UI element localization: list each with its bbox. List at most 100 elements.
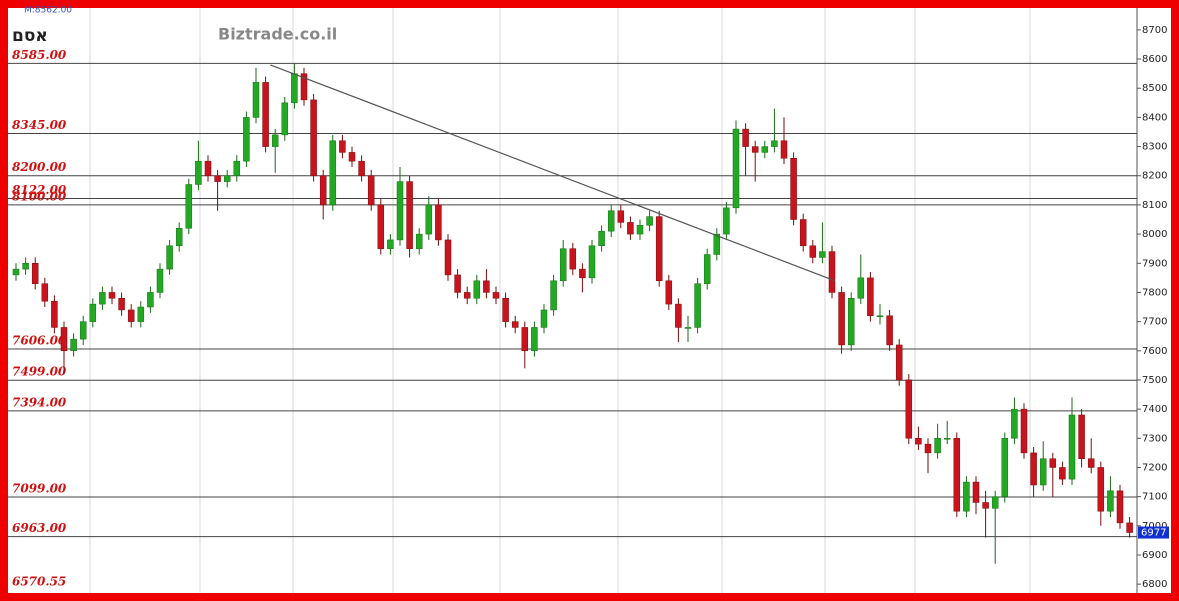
candle-body: [790, 157, 797, 220]
y-tick-label: 8300: [1142, 142, 1167, 153]
candle-body: [809, 245, 817, 258]
candle-body: [579, 268, 586, 279]
candle-body: [684, 327, 692, 329]
y-tick-label: 6900: [1142, 550, 1167, 561]
candle-body: [857, 277, 865, 299]
y-tick-label: 8000: [1142, 229, 1167, 240]
candle-body: [243, 117, 250, 162]
candle-body: [281, 102, 289, 136]
candle-body: [252, 82, 260, 118]
candle-body: [339, 140, 346, 153]
candle-body: [387, 239, 394, 249]
candle-body: [41, 283, 49, 302]
candle-body: [723, 207, 730, 235]
candle-body: [483, 280, 490, 293]
candle-body: [982, 502, 989, 509]
candle-body: [799, 219, 807, 247]
level-label: 8100.00: [12, 189, 67, 203]
y-tick-label: 7100: [1142, 492, 1167, 503]
trendline: [270, 64, 836, 282]
last-price-label: 6977: [1141, 528, 1166, 539]
candle-body: [828, 251, 836, 293]
candle-body: [876, 315, 884, 318]
candle-body: [627, 222, 634, 235]
candle-body: [646, 216, 653, 226]
level-label: 8200.00: [12, 160, 67, 174]
candle-body: [425, 204, 433, 235]
candle-body: [915, 438, 922, 445]
candle-body: [924, 443, 932, 454]
candle-body: [617, 210, 625, 223]
candle-body: [540, 309, 548, 328]
y-tick-label: 7700: [1142, 317, 1167, 328]
y-tick-label: 8400: [1142, 112, 1167, 123]
candle-body: [358, 160, 365, 176]
candle-body: [607, 210, 615, 232]
candle-body: [22, 263, 29, 270]
candle-body: [703, 254, 711, 284]
level-label: 8122.00: [12, 183, 67, 197]
candle-body: [127, 309, 135, 322]
candle-body: [310, 99, 317, 176]
candle-body: [1126, 522, 1133, 533]
candle-body: [291, 73, 298, 104]
candle-body: [348, 152, 356, 162]
candle-body: [175, 228, 183, 247]
y-tick-label: 8700: [1142, 25, 1167, 36]
y-tick-label: 7200: [1142, 462, 1167, 473]
candle-body: [761, 146, 769, 153]
candle-body: [415, 233, 423, 249]
candle-body: [742, 128, 749, 147]
candle-body: [271, 134, 279, 147]
y-tick-label: 7600: [1142, 346, 1167, 357]
candle-body: [521, 327, 529, 352]
candle-body: [195, 160, 202, 185]
candle-body: [319, 175, 327, 206]
y-tick-label: 6800: [1142, 579, 1167, 590]
level-label: 8585.00: [12, 48, 67, 62]
header-note: M:8562.00: [24, 6, 72, 16]
candle-body: [511, 321, 519, 328]
candle-body: [1078, 414, 1085, 459]
candle-body: [1011, 408, 1018, 439]
candle-body: [569, 248, 577, 270]
level-label: 8345.00: [12, 118, 67, 132]
candle-body: [156, 268, 164, 293]
candle-body: [1087, 458, 1095, 468]
candle-body: [732, 128, 740, 209]
y-tick-label: 7800: [1142, 287, 1167, 298]
y-tick-label: 8200: [1142, 171, 1167, 182]
candle-body: [867, 277, 874, 317]
candle-body: [1097, 467, 1105, 512]
level-label: 7606.00: [12, 334, 67, 348]
low-label: 6570.55: [12, 575, 66, 589]
y-tick-label: 8600: [1142, 54, 1167, 65]
candle-body: [1039, 458, 1047, 486]
candle-body: [1020, 408, 1028, 454]
y-tick-label: 8500: [1142, 83, 1167, 94]
candle-body: [905, 379, 913, 439]
candle-body: [12, 268, 20, 276]
level-label: 7394.00: [12, 395, 67, 409]
candle-body: [185, 184, 193, 229]
candle-body: [137, 306, 145, 322]
candle-body: [367, 175, 375, 206]
candle-body: [665, 280, 673, 305]
candle-body: [675, 303, 682, 328]
candle-body: [300, 73, 308, 101]
candle-body: [377, 204, 385, 249]
candle-body: [531, 327, 538, 352]
candle-body: [262, 82, 269, 147]
candle-body: [166, 245, 173, 270]
candle-body: [435, 204, 442, 241]
candle-body: [60, 327, 68, 352]
y-tick-label: 7300: [1142, 433, 1167, 444]
candle-body: [147, 292, 154, 308]
candle-body: [492, 292, 500, 299]
brand: Biztrade.co.il: [218, 25, 337, 44]
candle-body: [1059, 467, 1066, 480]
y-tick-label: 7900: [1142, 258, 1167, 269]
candle-body: [79, 321, 87, 340]
